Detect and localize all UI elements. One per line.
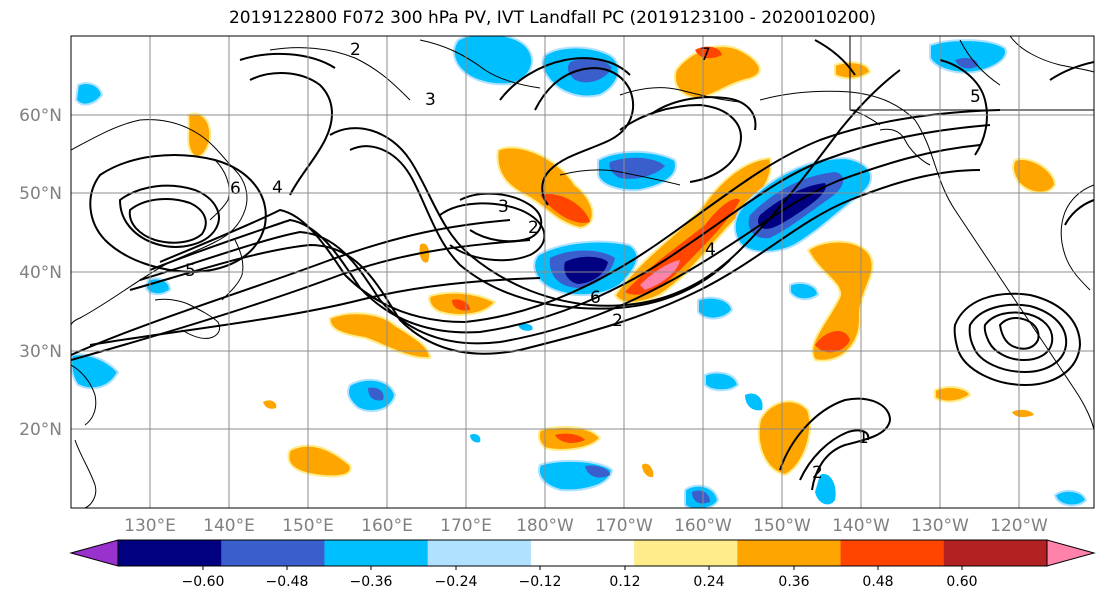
contour-label: 5 [970, 87, 981, 107]
lon-label: 130°W [911, 516, 969, 536]
lat-label: 20°N [19, 420, 62, 440]
colorbar-tick-label: 0.36 [778, 574, 809, 590]
lat-label: 60°N [19, 106, 62, 126]
colorbar-frame [117, 539, 1048, 567]
lon-label: 160°W [674, 516, 732, 536]
contour-label: 6 [230, 179, 241, 199]
lon-label: 170°E [440, 516, 492, 536]
contour-label: 4 [705, 240, 716, 260]
lon-label: 120°W [990, 516, 1048, 536]
colorbar-segment [427, 540, 532, 566]
contour-labels: 2 3 4 3 5 6 6 7 1 2 2 4 2 5 [185, 40, 981, 483]
colorbar-tick-label: −0.24 [435, 574, 478, 590]
contour-label: 2 [612, 311, 623, 331]
lat-label: 50°N [19, 184, 62, 204]
colorbar-tick-label: 0.48 [862, 574, 893, 590]
colorbar-tick-label: 0.12 [609, 574, 640, 590]
lon-label: 140°W [832, 516, 890, 536]
colorbar-segment [634, 540, 738, 566]
contour-label: 4 [272, 178, 283, 198]
lon-label: 170°W [595, 516, 653, 536]
shaded-pv-anomalies [71, 36, 1088, 508]
colorbar-segment [737, 540, 842, 566]
colorbar-segment [943, 540, 1048, 566]
colorbar-tick-label: −0.36 [350, 574, 393, 590]
colorbar-ticks [202, 566, 963, 570]
colorbar-segment [324, 540, 429, 566]
latitude-labels: 60°N 50°N 40°N 30°N 20°N [19, 106, 62, 440]
contour-label: 3 [498, 197, 509, 217]
colorbar-segment [530, 540, 635, 566]
contour-label: 3 [425, 90, 436, 110]
colorbar: −0.60 −0.48 −0.36 −0.24 −0.12 0.12 0.24 … [69, 539, 1096, 590]
lon-label: 150°E [282, 516, 334, 536]
contour-label: 7 [700, 45, 711, 65]
contour-label: 2 [528, 218, 539, 238]
gridlines [71, 36, 1094, 508]
lon-label: 160°E [361, 516, 413, 536]
colorbar-tick-label: 0.60 [946, 574, 977, 590]
map-frame [70, 35, 1095, 509]
colorbar-low-extension [69, 539, 119, 567]
colorbar-tick-label: −0.60 [182, 574, 225, 590]
colorbar-tick-label: 0.24 [693, 574, 724, 590]
map-title: 2019122800 F072 300 hPa PV, IVT Landfall… [228, 8, 876, 28]
lat-label: 40°N [19, 263, 62, 283]
contour-label: 2 [350, 40, 361, 60]
colorbar-tick-label: −0.48 [266, 574, 309, 590]
lon-label: 130°E [124, 516, 176, 536]
lon-label: 180°W [516, 516, 574, 536]
contour-label: 1 [858, 428, 869, 448]
contour-label: 5 [185, 261, 196, 281]
colorbar-high-extension [1046, 539, 1096, 567]
colorbar-segment [840, 540, 945, 566]
lon-label: 140°E [203, 516, 255, 536]
colorbar-segment [118, 540, 222, 566]
longitude-labels: 130°E 140°E 150°E 160°E 170°E 180°W 170°… [124, 516, 1048, 536]
lon-label: 150°W [753, 516, 811, 536]
contour-label: 6 [590, 288, 601, 308]
colorbar-segment [221, 540, 325, 566]
colorbar-tick-label: −0.12 [519, 574, 562, 590]
lat-label: 30°N [19, 342, 62, 362]
contour-label: 2 [812, 463, 823, 483]
